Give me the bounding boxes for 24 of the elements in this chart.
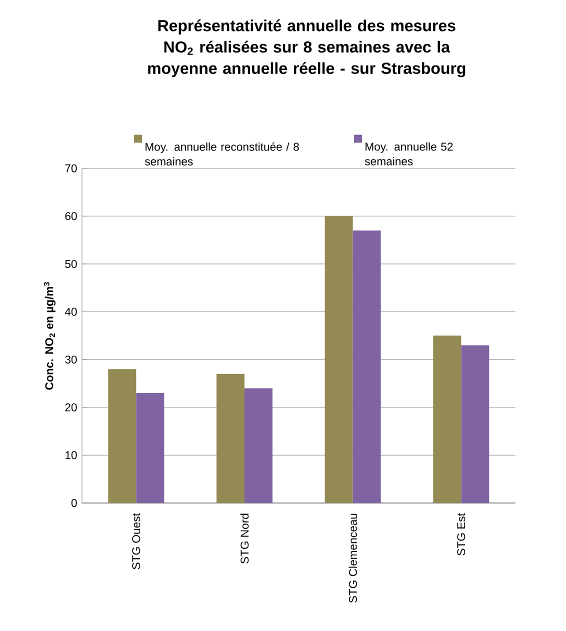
y-tick-label: 0	[71, 498, 77, 507]
legend-label: Moy. annuelle 52 semaines	[364, 142, 453, 166]
bar	[461, 345, 490, 503]
bar	[136, 393, 164, 503]
y-tick-label: 70	[65, 164, 77, 172]
y-tick-label: 20	[65, 403, 77, 412]
chart-title: Représentativité annuelle des mesures NO$_{2}$ réalisées sur 8 semaines avec la moyenne annuelle réelle - sur Strasbourg	[148, 19, 466, 78]
bar	[433, 336, 462, 503]
y-tick-label: 40	[64, 308, 77, 316]
x-tick-label: STG Ouest	[132, 513, 140, 570]
bar	[108, 369, 136, 503]
y-tick-label: 50	[65, 260, 77, 268]
y-tick-label: 10	[66, 451, 77, 460]
legend-label: Moy. annuelle reconstituée / 8 semaines	[144, 142, 299, 166]
y-axis-title: Conc. NO$_{2}$ en µg/m$^{3}$	[44, 282, 56, 390]
y-tick-label: 60	[65, 212, 77, 220]
bar	[216, 374, 244, 503]
x-tick-label: STG Clemenceau	[348, 514, 357, 603]
bar	[244, 388, 272, 503]
x-tick-label: STG Nord	[240, 514, 249, 564]
bar	[352, 230, 381, 503]
y-tick-label: 30	[65, 356, 77, 364]
x-tick-label: STG Est	[457, 513, 466, 556]
bar	[324, 216, 353, 503]
